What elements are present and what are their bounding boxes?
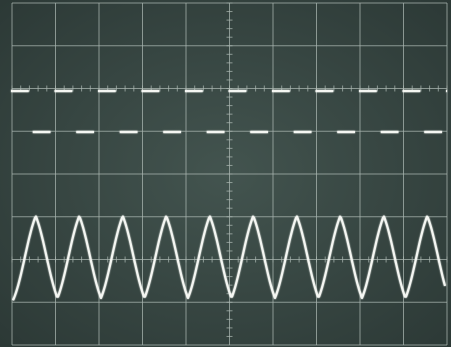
traces [11,89,447,301]
graticule [11,2,448,346]
square-wave [11,89,447,134]
triangle-wave [11,215,447,301]
